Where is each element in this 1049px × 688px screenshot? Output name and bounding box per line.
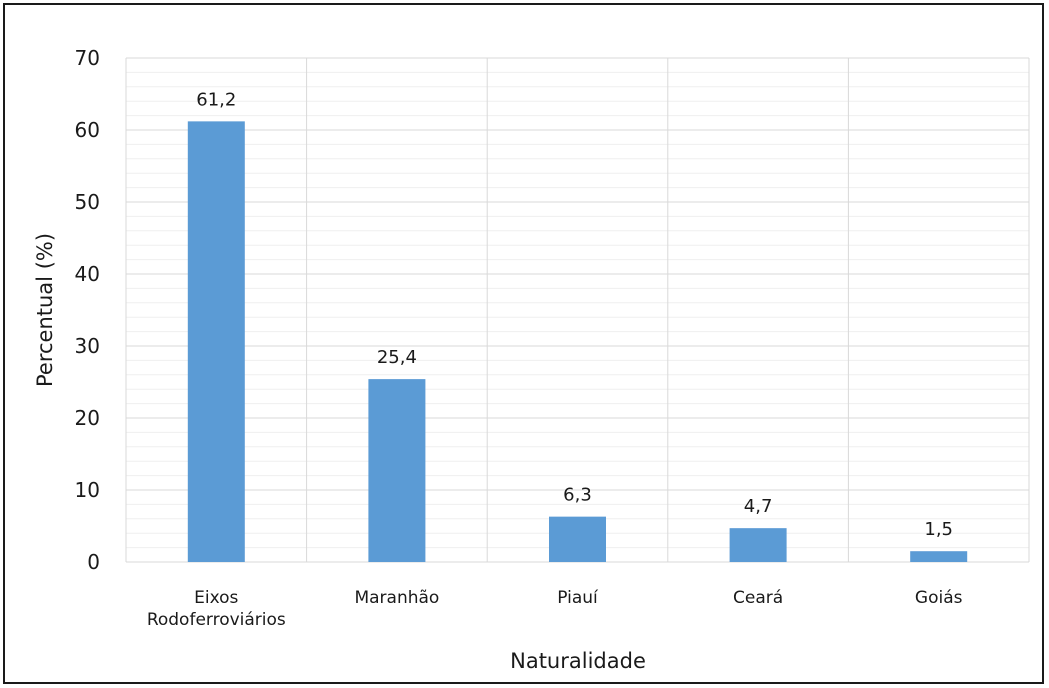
x-tick-label-line: Ceará xyxy=(733,588,783,608)
y-tick-label: 40 xyxy=(75,262,100,286)
x-tick-label-line: Maranhão xyxy=(354,588,439,608)
x-tick-label-line: Rodoferroviários xyxy=(147,610,286,630)
y-axis-title: Percentual (%) xyxy=(33,233,57,387)
data-label-1: 61,2 xyxy=(196,89,236,110)
y-tick-label: 10 xyxy=(75,478,100,502)
data-label-3: 6,3 xyxy=(563,485,592,506)
bar-4 xyxy=(729,528,787,562)
y-tick-label: 30 xyxy=(75,334,100,358)
major-gridlines xyxy=(125,57,1030,563)
y-tick-labels: 0 10 20 30 40 50 60 70 xyxy=(75,46,100,574)
bar-1 xyxy=(187,121,245,563)
x-tick-label-5: Goiás xyxy=(915,588,963,608)
x-tick-label-2: Maranhão xyxy=(354,588,439,608)
data-label-4: 4,7 xyxy=(744,496,773,517)
x-tick-label-line: Goiás xyxy=(915,588,963,608)
x-tick-label-3: Piauí xyxy=(557,588,599,608)
x-tick-labels: Eixos Rodoferroviários Maranhão Piauí Ceará G… xyxy=(147,588,963,630)
x-tick-label-4: Ceará xyxy=(733,588,783,608)
data-label-5: 1,5 xyxy=(924,519,953,540)
bar-5 xyxy=(910,551,968,562)
chart-frame xyxy=(3,3,1044,684)
y-tick-label: 20 xyxy=(75,406,100,430)
x-tick-label-line: Eixos xyxy=(194,588,238,608)
y-tick-label: 50 xyxy=(75,190,100,214)
bar-3 xyxy=(549,516,606,562)
x-tick-label-1: Eixos Rodoferroviários xyxy=(147,588,286,630)
bar-2 xyxy=(368,379,426,562)
x-axis-title: Naturalidade xyxy=(510,649,646,673)
bars xyxy=(187,121,968,563)
minor-gridlines xyxy=(126,71,1029,549)
data-labels: 61,2 25,4 6,3 4,7 1,5 xyxy=(196,89,953,540)
y-tick-label: 0 xyxy=(87,550,100,574)
y-tick-label: 70 xyxy=(75,46,100,70)
data-label-2: 25,4 xyxy=(377,347,417,368)
y-tick-label: 60 xyxy=(75,118,100,142)
x-tick-label-line: Piauí xyxy=(557,588,599,608)
